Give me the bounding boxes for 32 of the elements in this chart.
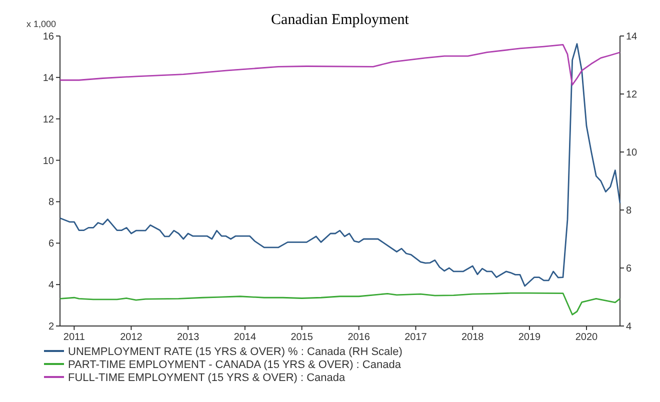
- y-tick-label: 6: [48, 238, 54, 250]
- y-tick-label: 10: [42, 156, 54, 167]
- x-tick-label: 2018: [461, 332, 484, 343]
- line-series: [59, 43, 621, 287]
- y2-tick-label: 4: [626, 322, 632, 332]
- chart-title: Canadian Employment: [271, 12, 410, 28]
- y-tick-label: 12: [42, 114, 54, 126]
- legend-label: UNEMPLOYMENT RATE (15 YRS & OVER) % : Canada (RH Scale): [68, 346, 402, 358]
- x-tick-label: 2011: [63, 332, 86, 343]
- x-tick-label: 2017: [404, 332, 428, 343]
- line-series: [59, 44, 621, 86]
- y2-tick-label: 10: [626, 148, 638, 158]
- x-tick-label: 2015: [290, 332, 314, 343]
- y-tick-label: 8: [48, 197, 54, 208]
- y-axis-title: x 1,000: [26, 19, 56, 29]
- legend-label: FULL-TIME EMPLOYMENT (15 YRS & OVER) : Canada: [68, 372, 346, 384]
- x-tick-label: 2013: [176, 332, 200, 343]
- x-tick-label: 2020: [575, 332, 598, 343]
- x-tick-label: 2016: [348, 332, 370, 343]
- y-tick-label: 4: [48, 280, 54, 292]
- y-tick-label: 16: [42, 32, 54, 42]
- legend-label: PART-TIME EMPLOYMENT - CANADA (15 YRS & OVER) : Canada: [68, 359, 402, 371]
- line-series: [59, 292, 621, 316]
- x-tick-label: 2014: [234, 332, 257, 343]
- y-tick-label: 2: [48, 322, 54, 332]
- y-tick-label: 14: [42, 72, 54, 84]
- y2-tick-label: 6: [626, 264, 632, 274]
- y2-tick-label: 14: [626, 32, 638, 42]
- x-tick-label: 2019: [518, 332, 542, 343]
- y2-tick-label: 8: [626, 206, 632, 216]
- x-tick-label: 2012: [120, 332, 143, 343]
- y2-tick-label: 12: [626, 90, 638, 100]
